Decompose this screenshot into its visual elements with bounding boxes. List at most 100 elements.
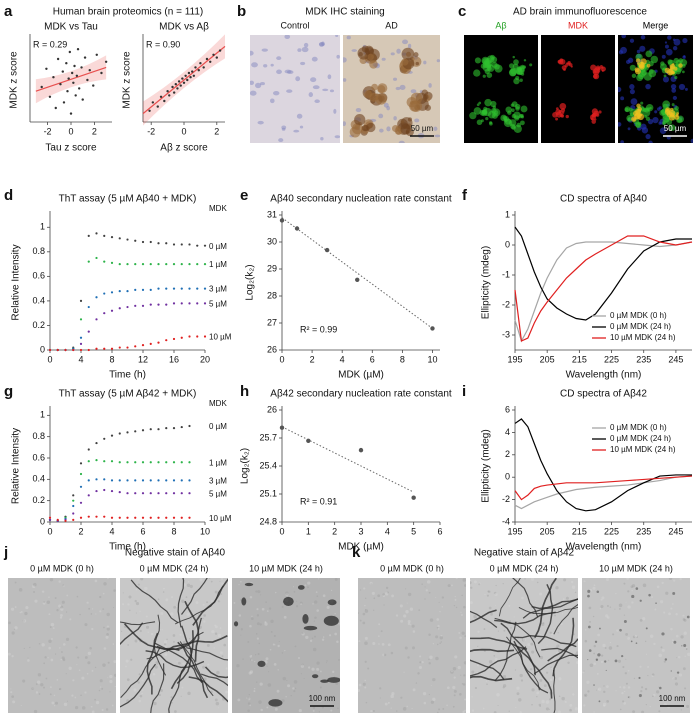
grain — [381, 643, 385, 646]
data-point — [95, 459, 98, 462]
data-point — [197, 69, 200, 72]
grain — [649, 634, 654, 638]
grain — [113, 607, 115, 609]
data-point — [87, 515, 90, 518]
grain — [656, 585, 660, 589]
grain — [312, 709, 315, 712]
plaque — [401, 58, 409, 66]
y-tick-label: 0.4 — [32, 295, 45, 305]
grain — [502, 686, 505, 689]
grain — [602, 643, 606, 648]
grain — [59, 687, 62, 691]
signal — [666, 69, 674, 76]
signal — [559, 102, 567, 110]
nucleus — [329, 89, 335, 93]
image-background — [582, 578, 690, 713]
grain — [452, 685, 456, 690]
data-point — [92, 84, 95, 87]
data-point — [76, 48, 80, 51]
grain — [169, 578, 172, 580]
y-tick-label: 0.4 — [32, 474, 45, 484]
grain — [589, 620, 592, 623]
grain — [545, 700, 550, 704]
grain — [37, 673, 42, 677]
grain — [54, 701, 58, 705]
data-point — [59, 83, 62, 86]
grain — [48, 646, 52, 650]
data-line — [514, 226, 692, 321]
y-tick-label: 1 — [505, 209, 510, 219]
legend-label: 0 µM MDK (0 h) — [610, 423, 667, 432]
grain — [315, 591, 318, 594]
x-tick-label: 205 — [540, 354, 555, 364]
grain — [44, 656, 47, 659]
y-axis-label: MDK z score — [9, 51, 20, 109]
y-tick-label: 26 — [267, 404, 277, 414]
grain — [293, 690, 296, 693]
fibril — [531, 598, 578, 610]
data-point — [83, 56, 87, 59]
image-label: 10 µM MDK (24 h) — [599, 563, 673, 573]
grain — [121, 603, 125, 606]
grain — [421, 660, 424, 664]
grain — [529, 668, 533, 671]
data-point — [218, 49, 222, 52]
x-tick-label: 6 — [370, 354, 375, 364]
dapi — [672, 46, 678, 51]
data-point — [192, 74, 196, 78]
plaque — [410, 92, 423, 105]
data-point — [157, 516, 160, 519]
grain — [597, 633, 600, 637]
grain — [411, 707, 413, 710]
grain — [141, 679, 144, 682]
grain — [91, 608, 94, 610]
grain — [470, 601, 473, 605]
grain — [541, 699, 545, 704]
grain — [177, 661, 181, 665]
data-point — [203, 262, 207, 266]
x-tick-label: 205 — [540, 526, 555, 536]
nucleus — [281, 127, 286, 131]
grain — [358, 683, 362, 687]
grain — [214, 698, 218, 702]
grain — [18, 588, 23, 592]
data-point — [80, 66, 83, 69]
data-point — [196, 262, 199, 266]
grain — [471, 670, 475, 674]
signal — [674, 75, 678, 80]
speck — [623, 619, 627, 623]
grain — [98, 689, 101, 692]
data-point — [279, 218, 285, 223]
grain — [520, 679, 524, 682]
grain — [623, 582, 626, 585]
fibril — [180, 578, 208, 615]
signal — [476, 119, 483, 126]
grain — [301, 663, 305, 667]
grain — [379, 697, 381, 699]
grain — [248, 671, 252, 675]
aggregate — [320, 679, 329, 683]
grain — [556, 644, 559, 647]
signal — [636, 103, 641, 108]
data-point — [151, 101, 155, 104]
data-point — [87, 348, 90, 352]
grain — [287, 684, 291, 688]
grain — [186, 583, 191, 587]
data-point — [196, 287, 199, 290]
nucleus — [308, 92, 313, 98]
grain — [250, 655, 252, 657]
dapi — [639, 45, 646, 52]
data-point — [72, 504, 75, 508]
data-point — [126, 492, 129, 495]
grain — [269, 648, 272, 651]
aggregate — [297, 585, 305, 590]
grain — [61, 651, 63, 653]
data-point — [118, 479, 121, 482]
speck — [596, 590, 600, 593]
dapi — [661, 54, 666, 59]
y-tick-label: 25.1 — [259, 488, 277, 498]
grain — [281, 652, 284, 654]
grain — [274, 707, 278, 711]
x-axis-label: MDK (µM) — [338, 542, 384, 553]
grain — [63, 702, 68, 707]
